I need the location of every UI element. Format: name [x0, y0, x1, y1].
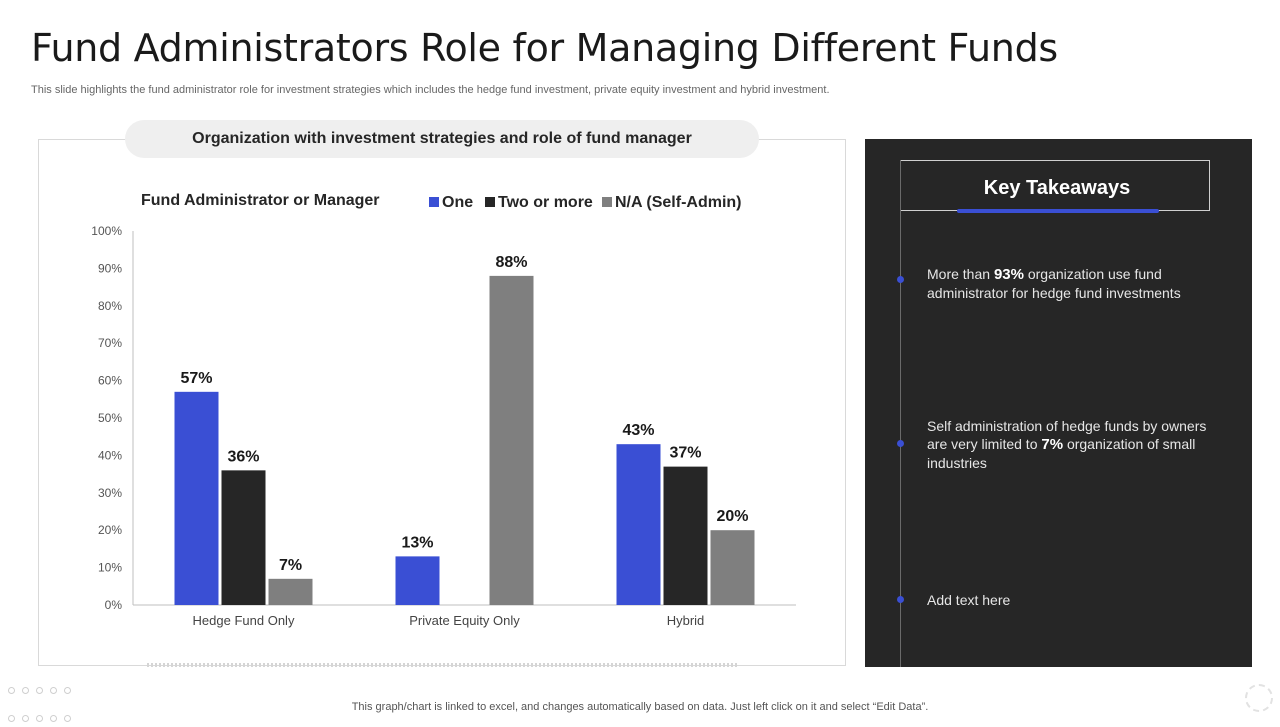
y-tick-label: 80%: [98, 299, 122, 313]
chart-header: Organization with investment strategies …: [125, 120, 759, 158]
takeaway-bullet-icon: [897, 596, 904, 603]
y-tick-label: 90%: [98, 261, 122, 275]
decorative-dots: [8, 681, 78, 727]
bar: [616, 444, 661, 605]
legend-label: Two or more: [498, 194, 593, 211]
takeaway-item: Self administration of hedge funds by ow…: [927, 417, 1227, 472]
takeaway-text: Self administration of hedge funds by ow…: [927, 418, 1207, 452]
y-tick-label: 50%: [98, 411, 122, 425]
data-label: 88%: [495, 254, 527, 271]
takeaways-timeline-line: [900, 160, 901, 667]
data-label: 37%: [669, 445, 701, 462]
data-label: 36%: [227, 448, 259, 465]
y-tick-label: 40%: [98, 448, 122, 462]
takeaway-bullet-icon: [897, 440, 904, 447]
bar: [268, 578, 313, 605]
takeaway-highlight: 7%: [1041, 436, 1064, 453]
y-tick-label: 10%: [98, 561, 122, 575]
data-label: 20%: [716, 508, 748, 525]
x-tick-label: Private Equity Only: [409, 613, 520, 628]
takeaways-title: Key Takeaways: [983, 177, 1131, 199]
takeaway-text: Add text here: [927, 592, 1011, 608]
chart-dotted-divider: [147, 663, 737, 667]
footer-note: This graph/chart is linked to excel, and…: [351, 701, 929, 713]
data-label: 43%: [622, 422, 654, 439]
bar: [489, 275, 534, 605]
legend-swatch: [429, 197, 439, 207]
takeaways-title-underline: [957, 209, 1159, 213]
data-label: 57%: [180, 370, 212, 387]
page-subtitle: This slide highlights the fund administr…: [31, 84, 830, 96]
x-tick-label: Hybrid: [667, 613, 705, 628]
chart-title: Fund Administrator or Manager: [141, 192, 380, 209]
legend-label: One: [442, 194, 473, 211]
y-tick-label: 60%: [98, 374, 122, 388]
takeaway-text: More than: [927, 266, 994, 282]
takeaway-text: organization use fund administrator for …: [927, 266, 1181, 301]
legend-swatch: [485, 197, 495, 207]
data-label: 13%: [401, 534, 433, 551]
bar: [221, 470, 266, 605]
y-tick-label: 70%: [98, 336, 122, 350]
takeaway-text: organization of small industries: [927, 436, 1196, 471]
y-tick-label: 30%: [98, 486, 122, 500]
y-tick-label: 100%: [91, 224, 122, 238]
takeaway-bullet-icon: [897, 276, 904, 283]
takeaway-item: More than 93% organization use fund admi…: [927, 265, 1227, 302]
takeaway-item[interactable]: Add text here: [927, 591, 1227, 610]
gear-icon: [1245, 684, 1273, 712]
y-tick-label: 20%: [98, 523, 122, 537]
x-tick-label: Hedge Fund Only: [193, 613, 295, 628]
key-takeaways-panel: Key Takeaways More than 93% organization…: [865, 139, 1252, 667]
page-title: Fund Administrators Role for Managing Di…: [31, 26, 1058, 70]
legend-label: N/A (Self-Admin): [615, 194, 742, 211]
bar: [710, 530, 755, 605]
takeaway-highlight: 93%: [993, 266, 1024, 283]
legend-swatch: [602, 197, 612, 207]
bar: [395, 556, 440, 605]
y-tick-label: 0%: [105, 598, 123, 612]
bar: [663, 466, 708, 605]
bar: [174, 391, 219, 605]
bar-chart[interactable]: Fund Administrator or Manager One Two or m…: [0, 0, 860, 680]
data-label: 7%: [279, 557, 302, 574]
